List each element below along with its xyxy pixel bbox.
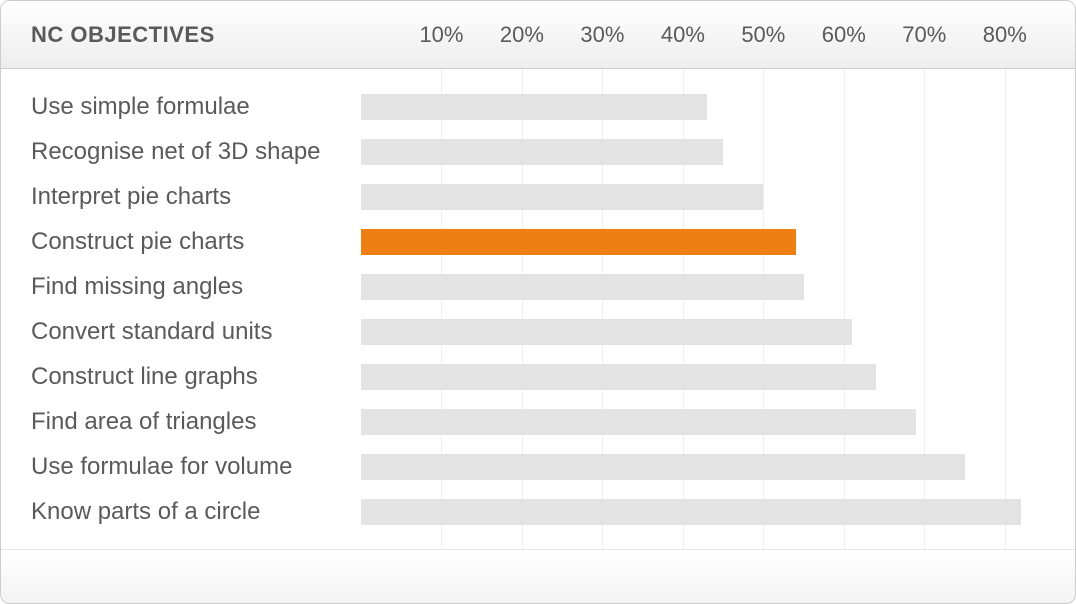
axis-tick-label: 80% xyxy=(983,22,1027,48)
chart-area: Use simple formulae Recognise net of 3D s… xyxy=(1,69,1075,549)
chart-row: Use formulae for volume xyxy=(31,444,1045,489)
bar xyxy=(361,454,965,480)
bar-track xyxy=(361,91,1045,123)
axis-tick-label: 10% xyxy=(419,22,463,48)
bar xyxy=(361,499,1021,525)
bar-track xyxy=(361,271,1045,303)
bar xyxy=(361,94,707,120)
axis-tick-label: 50% xyxy=(741,22,785,48)
bar xyxy=(361,409,916,435)
bar-track xyxy=(361,406,1045,438)
row-label: Know parts of a circle xyxy=(31,498,361,526)
row-label: Find area of triangles xyxy=(31,408,361,436)
chart-row: Know parts of a circle xyxy=(31,489,1045,534)
axis-tick-label: 70% xyxy=(902,22,946,48)
row-label: Use formulae for volume xyxy=(31,453,361,481)
bar-track xyxy=(361,361,1045,393)
chart-row: Use simple formulae xyxy=(31,84,1045,129)
chart-rows: Use simple formulae Recognise net of 3D s… xyxy=(31,84,1045,534)
row-label: Interpret pie charts xyxy=(31,183,361,211)
bar-track xyxy=(361,181,1045,213)
card-header: NC OBJECTIVES 10% 20% 30% 40% 50% 60% 70% 80% xyxy=(1,1,1075,69)
row-label: Construct pie charts xyxy=(31,228,361,256)
header-title: NC OBJECTIVES xyxy=(31,22,215,48)
chart-row: Construct line graphs xyxy=(31,354,1045,399)
axis-tick-label: 20% xyxy=(500,22,544,48)
bar xyxy=(361,139,723,165)
bar-track xyxy=(361,451,1045,483)
bar xyxy=(361,319,852,345)
bar-track xyxy=(361,136,1045,168)
bar-track xyxy=(361,226,1045,258)
card-footer xyxy=(1,549,1075,603)
chart-row: Convert standard units xyxy=(31,309,1045,354)
bar-track xyxy=(361,316,1045,348)
row-label: Find missing angles xyxy=(31,273,361,301)
chart-row: Interpret pie charts xyxy=(31,174,1045,219)
header-tick-container: 10% 20% 30% 40% 50% 60% 70% 80% xyxy=(361,1,1045,68)
bar-highlighted xyxy=(361,229,796,255)
row-label: Convert standard units xyxy=(31,318,361,346)
axis-tick-label: 40% xyxy=(661,22,705,48)
chart-row: Find area of triangles xyxy=(31,399,1045,444)
bar xyxy=(361,364,876,390)
bar xyxy=(361,274,804,300)
row-label: Recognise net of 3D shape xyxy=(31,138,361,166)
chart-row: Construct pie charts xyxy=(31,219,1045,264)
bar xyxy=(361,184,763,210)
axis-tick-label: 30% xyxy=(580,22,624,48)
objectives-card: NC OBJECTIVES 10% 20% 30% 40% 50% 60% 70% 80% U… xyxy=(0,0,1076,604)
bar-track xyxy=(361,496,1045,528)
chart-row: Recognise net of 3D shape xyxy=(31,129,1045,174)
row-label: Construct line graphs xyxy=(31,363,361,391)
axis-tick-label: 60% xyxy=(822,22,866,48)
chart-row: Find missing angles xyxy=(31,264,1045,309)
row-label: Use simple formulae xyxy=(31,93,361,121)
